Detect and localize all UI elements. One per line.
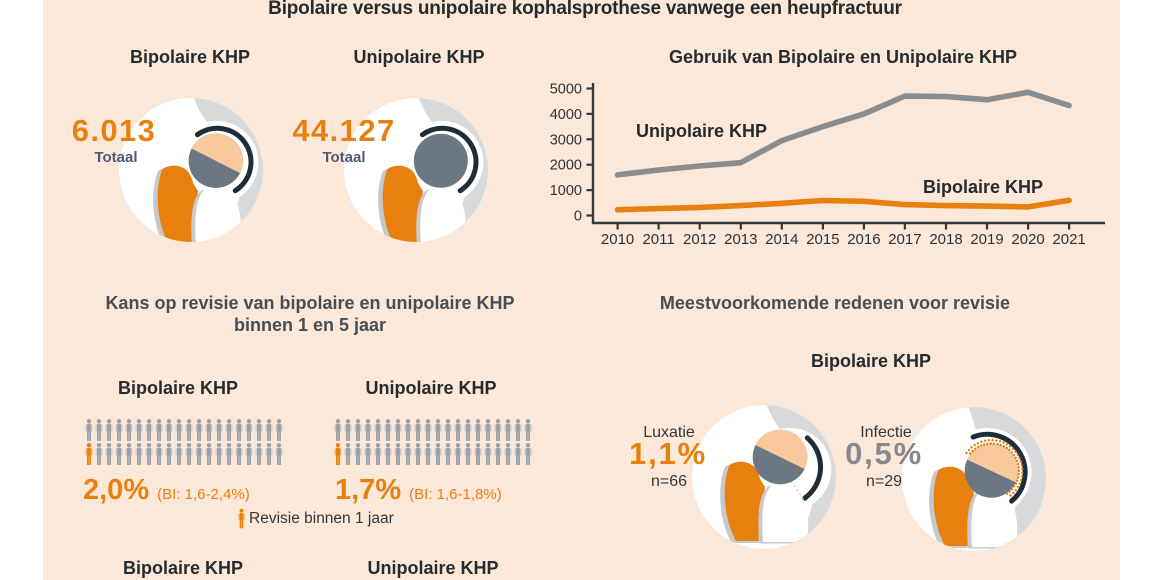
svg-text:2019: 2019 (970, 231, 1003, 248)
svg-text:2011: 2011 (642, 231, 674, 248)
svg-text:2016: 2016 (847, 231, 880, 248)
svg-text:2015: 2015 (806, 231, 839, 248)
svg-text:2017: 2017 (888, 231, 921, 248)
svg-text:2021: 2021 (1052, 231, 1085, 248)
svg-text:2010: 2010 (601, 231, 634, 248)
svg-text:2018: 2018 (929, 231, 962, 248)
svg-text:2000: 2000 (550, 158, 582, 174)
svg-text:4000: 4000 (550, 107, 582, 123)
svg-text:2014: 2014 (765, 231, 798, 248)
svg-text:3000: 3000 (550, 132, 582, 148)
svg-text:2012: 2012 (683, 231, 716, 248)
svg-text:0: 0 (574, 209, 582, 225)
svg-text:2013: 2013 (724, 231, 757, 248)
svg-text:Unipolaire KHP: Unipolaire KHP (636, 121, 767, 141)
svg-text:5000: 5000 (550, 82, 582, 98)
svg-text:2020: 2020 (1011, 231, 1044, 248)
svg-text:1000: 1000 (550, 183, 582, 199)
svg-text:Bipolaire KHP: Bipolaire KHP (923, 177, 1043, 197)
